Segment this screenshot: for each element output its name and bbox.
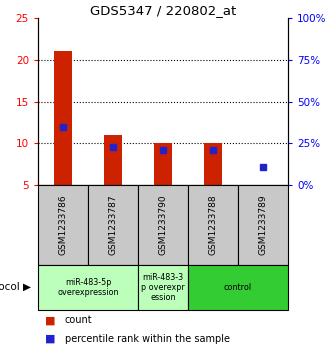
Text: ■: ■ bbox=[45, 315, 55, 326]
Bar bbox=[88, 185, 138, 265]
Bar bbox=[204, 143, 222, 185]
Bar bbox=[104, 135, 122, 185]
Text: GSM1233788: GSM1233788 bbox=[208, 195, 217, 255]
Bar bbox=[188, 185, 238, 265]
Text: miR-483-5p
overexpression: miR-483-5p overexpression bbox=[57, 278, 119, 297]
Text: GSM1233787: GSM1233787 bbox=[109, 195, 118, 255]
Text: ■: ■ bbox=[45, 334, 55, 344]
Text: count: count bbox=[65, 315, 92, 326]
Bar bbox=[38, 265, 138, 310]
Bar bbox=[238, 185, 288, 265]
Text: miR-483-3
p overexpr
ession: miR-483-3 p overexpr ession bbox=[141, 273, 185, 302]
Text: GSM1233789: GSM1233789 bbox=[258, 195, 267, 255]
Text: control: control bbox=[224, 283, 252, 292]
Text: percentile rank within the sample: percentile rank within the sample bbox=[65, 334, 230, 344]
Title: GDS5347 / 220802_at: GDS5347 / 220802_at bbox=[90, 4, 236, 17]
Bar bbox=[54, 52, 72, 185]
Bar bbox=[188, 265, 288, 310]
Bar bbox=[138, 185, 188, 265]
Bar bbox=[38, 185, 88, 265]
Text: GSM1233790: GSM1233790 bbox=[159, 195, 167, 255]
Bar bbox=[154, 143, 172, 185]
Bar bbox=[138, 265, 188, 310]
Text: protocol ▶: protocol ▶ bbox=[0, 282, 31, 293]
Text: GSM1233786: GSM1233786 bbox=[59, 195, 68, 255]
